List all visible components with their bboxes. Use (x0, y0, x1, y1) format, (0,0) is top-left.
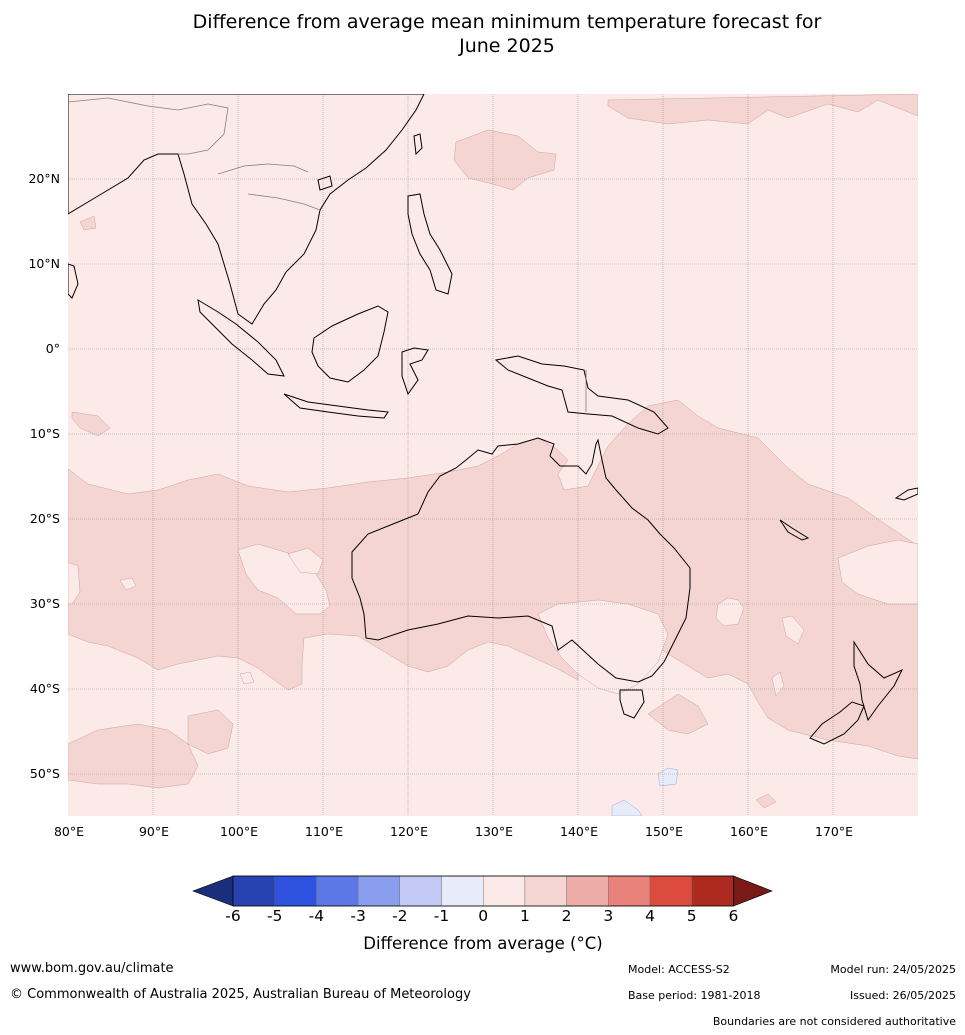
colorbar-tick-label: -4 (308, 907, 325, 925)
taiwan-coast (413, 133, 423, 156)
sri-lanka-coast (68, 263, 79, 299)
new-zealand-north (853, 640, 904, 722)
java-coast (283, 393, 389, 419)
colorbar-tick-label: 2 (561, 907, 572, 925)
lat-label: 10°N (28, 256, 60, 271)
asia-mainland-coast (68, 94, 425, 325)
lat-label: 40°S (29, 681, 60, 696)
colorbar-tick-label: -2 (392, 907, 408, 925)
lon-label: 140°E (559, 824, 599, 839)
colorbar-tick-label: 6 (728, 907, 739, 925)
forecast-map (68, 94, 918, 816)
borneo-coast (311, 305, 389, 383)
lat-label: 20°N (28, 171, 60, 186)
australia-coast (351, 437, 691, 683)
lat-label: 30°S (29, 596, 60, 611)
new-caledonia-coast (779, 519, 810, 541)
colorbar-segment (232, 875, 275, 907)
title-line-1: Difference from average mean minimum tem… (192, 11, 822, 33)
lon-label: 130°E (474, 824, 514, 839)
lon-label: 170°E (814, 824, 854, 839)
lon-label: 100°E (219, 824, 259, 839)
title-line-2: June 2025 (459, 35, 555, 57)
graticule (68, 94, 918, 816)
colorbar-arrow-low (192, 875, 234, 907)
fiji-coast (894, 487, 918, 501)
lat-label: 20°S (29, 511, 60, 526)
colorbar-segment (524, 875, 567, 907)
lon-label: 150°E (644, 824, 684, 839)
colorbar-tick-label: 4 (645, 907, 655, 925)
website-link[interactable]: www.bom.gov.au/climate (10, 961, 174, 976)
colorbar-segment (649, 875, 692, 907)
warm-band-1-2 (68, 94, 918, 809)
colorbar-tick-label: 1 (519, 907, 530, 925)
country-borders (68, 97, 587, 412)
mild-patches-0-1 (68, 539, 918, 697)
sumatra-coast (197, 299, 285, 377)
colorbar-outline (232, 875, 734, 907)
colorbar-segment (316, 875, 359, 907)
new-guinea-coast (494, 355, 669, 435)
colorbar-tick-label: -1 (433, 907, 450, 925)
hainan-coast (317, 175, 333, 191)
lon-label: 90°E (138, 824, 170, 839)
lat-label: 10°S (29, 426, 60, 441)
new-zealand-south (809, 701, 865, 745)
boundaries-disclaimer: Boundaries are not considered authoritat… (712, 1015, 956, 1028)
model-run-date: Model run: 24/05/2025 (830, 963, 956, 976)
colorbar-tick-label: 0 (478, 907, 489, 925)
model-name: Model: ACCESS-S2 (628, 963, 730, 976)
lon-label: 120°E (389, 824, 429, 839)
colorbar-segment (399, 875, 442, 907)
colorbar-segment (608, 875, 651, 907)
lat-label: 50°S (29, 766, 60, 781)
colorbar-tick-label: 5 (686, 907, 697, 925)
colorbar (192, 875, 773, 907)
colorbar-segment (691, 875, 734, 907)
lon-label: 110°E (304, 824, 344, 839)
lon-label: 160°E (729, 824, 769, 839)
colorbar-segment (441, 875, 484, 907)
tasmania-coast (619, 689, 645, 719)
lat-label: 0° (45, 341, 60, 356)
colorbar-segment (357, 875, 401, 907)
issued-date: Issued: 26/05/2025 (849, 989, 956, 1002)
philippines-coast (407, 193, 453, 295)
colorbar-arrow-high (733, 875, 773, 907)
coastlines (68, 94, 918, 745)
colorbar-segment (483, 875, 526, 907)
colorbar-title: Difference from average (°C) (363, 934, 603, 953)
colorbar-segment (566, 875, 609, 907)
colorbar-tick-label: -6 (225, 907, 241, 925)
colorbar-tick-label: -5 (266, 907, 283, 925)
map-title: Difference from average mean minimum tem… (0, 10, 965, 58)
lon-label: 80°E (53, 824, 85, 839)
base-period: Base period: 1981-2018 (628, 989, 761, 1002)
colorbar-tick-label: 3 (603, 907, 614, 925)
colorbar-segment (274, 875, 317, 907)
sulawesi-coast (401, 347, 429, 396)
copyright-text: © Commonwealth of Australia 2025, Austra… (10, 987, 471, 1002)
colorbar-tick-label: -3 (350, 907, 366, 925)
